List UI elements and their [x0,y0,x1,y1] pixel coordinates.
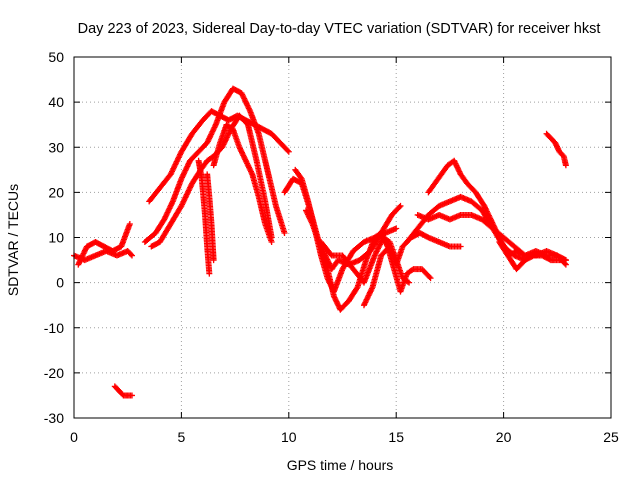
data-point [128,252,135,259]
series-track-low-1 [71,248,135,264]
series-track-rise-1 [141,85,288,246]
series-track-late [543,130,569,169]
y-tick-label: 10 [48,230,64,246]
data-point [284,147,291,154]
y-tick-label: -30 [44,410,64,426]
y-tick-label: -10 [44,320,64,336]
y-tick-label: 50 [48,49,64,65]
y-tick-label: 20 [48,184,64,200]
data-point [206,270,213,277]
data-point [561,260,568,267]
series-track-negative [111,383,135,399]
series-track-rise-2 [146,108,292,205]
x-tick-label: 25 [603,429,619,445]
data-point [396,204,403,211]
data-point [268,239,275,246]
x-tick-label: 10 [281,429,297,445]
series-track-fall-3 [302,202,404,273]
data-point [210,257,217,264]
data-point [397,202,404,209]
gridlines [74,57,611,418]
y-axis-label: SDTVAR / TECUs [5,184,21,296]
series-track-dip-3 [360,229,464,309]
series-track-tail-2 [511,248,569,268]
series-track-spike-2 [204,171,217,264]
x-axis-label: GPS time / hours [287,457,394,473]
y-tick-label: -20 [44,365,64,381]
data-point [409,266,416,273]
data-point [427,275,434,282]
data-point [281,229,288,236]
x-axis-ticks: 0 5 10 15 20 25 [70,57,619,445]
series-track-low-2 [75,220,133,268]
x-tick-label: 5 [178,429,186,445]
data-point [457,243,464,250]
data-point [285,148,292,155]
x-tick-label: 15 [388,429,404,445]
data-point [127,251,134,258]
series-track-spike-1 [195,157,213,277]
data-point [393,225,400,232]
series-track-mid-1 [210,121,275,246]
data-point [128,392,135,399]
data-point [562,162,569,169]
y-tick-label: 0 [56,275,64,291]
chart-title: Day 223 of 2023, Sidereal Day-to-day VTE… [78,21,601,37]
x-tick-label: 20 [496,429,512,445]
data-series [71,85,569,399]
x-tick-label: 0 [70,429,78,445]
y-tick-label: 40 [48,94,64,110]
data-point [353,285,360,292]
data-point [406,279,413,286]
y-axis-ticks: -30 -20 -10 0 10 20 30 40 50 [44,49,611,426]
series-track-fall-1 [281,175,352,313]
data-point [562,261,569,268]
y-tick-label: 30 [48,139,64,155]
data-point [426,273,433,280]
data-point [126,220,133,227]
